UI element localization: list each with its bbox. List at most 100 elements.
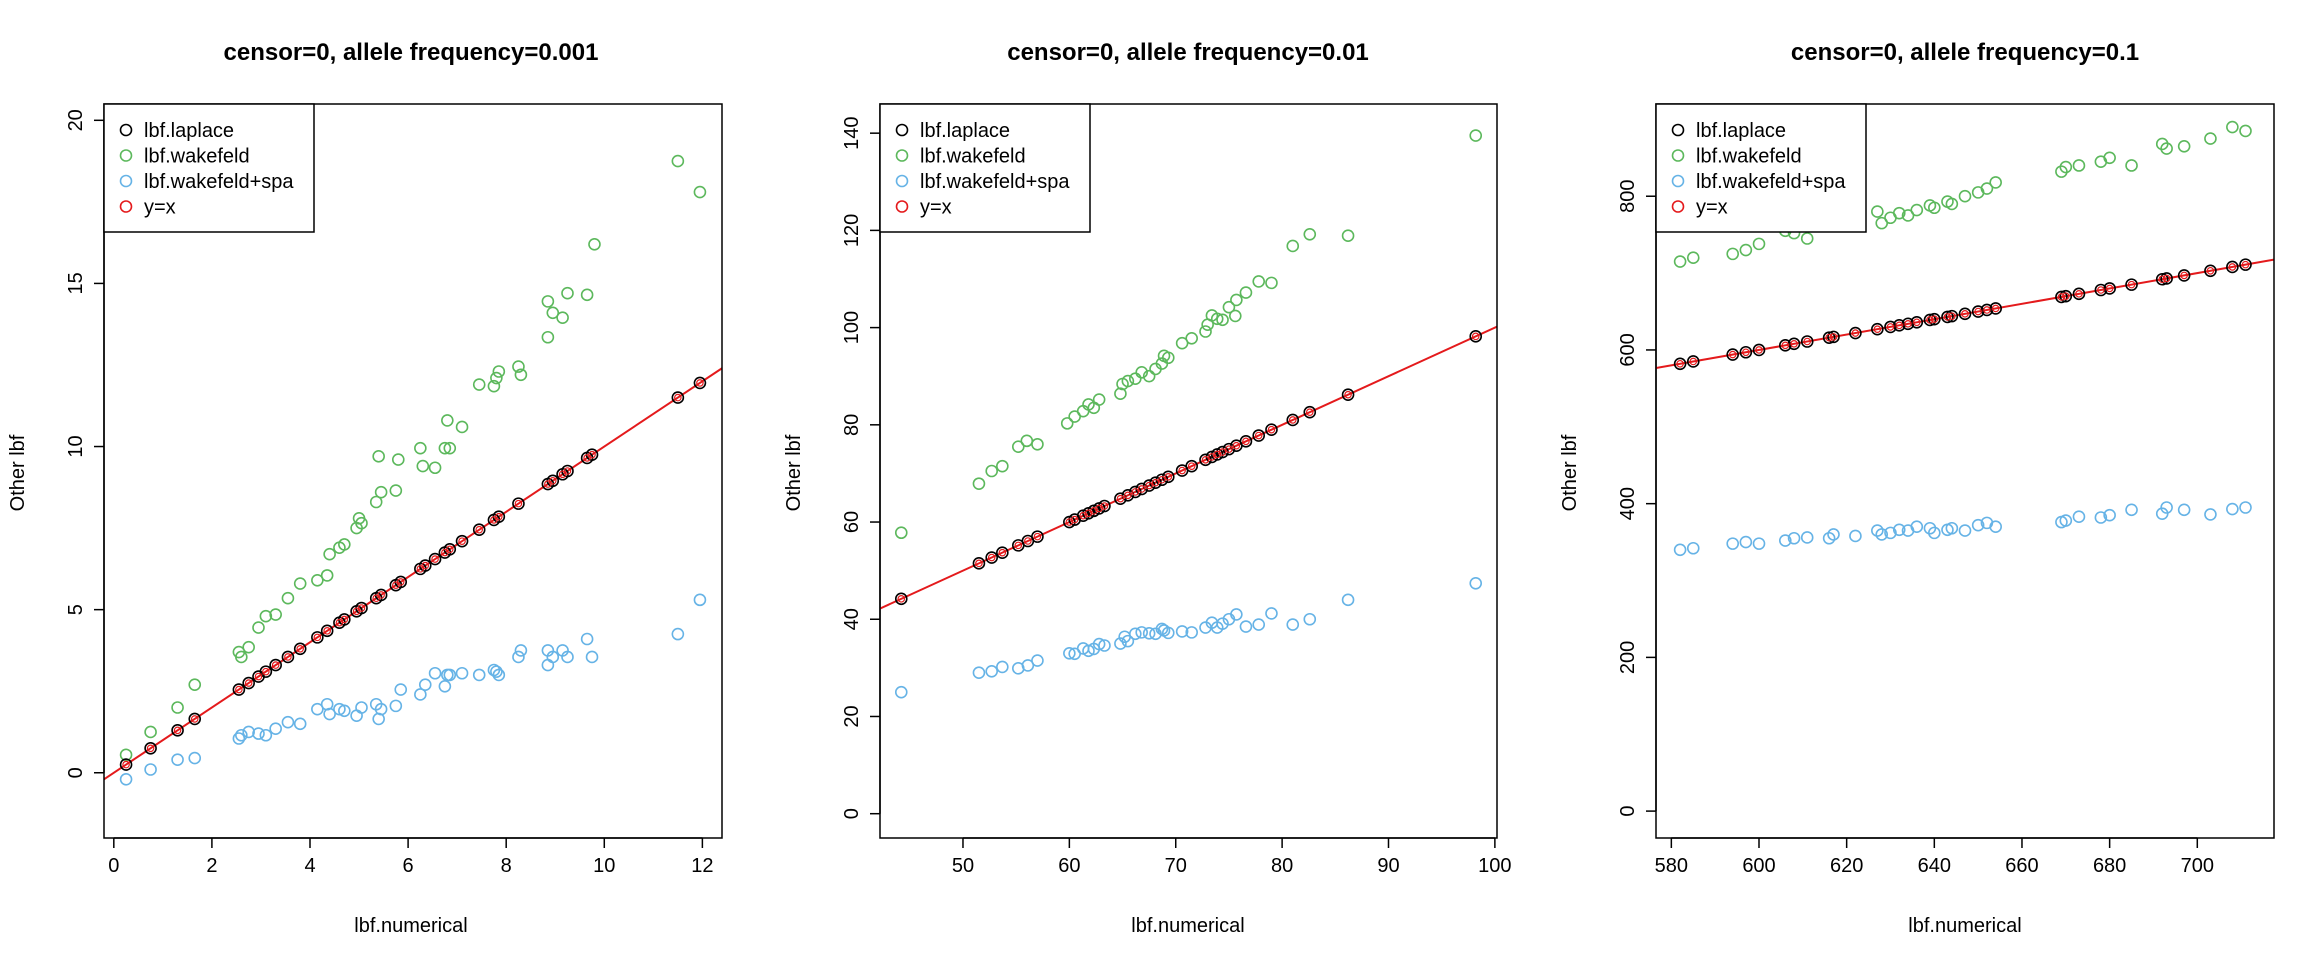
data-point [232, 683, 246, 696]
data-point [1116, 494, 1125, 503]
y-tick-label: 400 [1617, 487, 1639, 520]
data-point [996, 660, 1009, 674]
data-point [252, 727, 265, 740]
data-point [472, 668, 486, 682]
data-point [2059, 289, 2073, 303]
data-point [1131, 488, 1140, 496]
data-point [512, 497, 525, 510]
data-point [443, 441, 457, 455]
data-point [1303, 405, 1317, 419]
data-point [389, 484, 403, 497]
data-point [1673, 357, 1687, 371]
data-point [1341, 593, 1355, 607]
data-point [671, 627, 685, 641]
data-point [1303, 612, 1317, 626]
data-point [985, 464, 998, 478]
series-overlay-y-equals-x [897, 332, 1480, 603]
data-point [1739, 345, 1753, 359]
data-point [546, 650, 560, 664]
data-point [2105, 284, 2114, 293]
data-point [323, 707, 336, 721]
data-point [1142, 369, 1156, 383]
data-point [1941, 310, 1954, 324]
data-point [188, 712, 202, 726]
data-point [588, 450, 596, 459]
legend-marker [119, 123, 133, 137]
x-axis-label: lbf.numerical [1908, 915, 2021, 937]
data-point [1989, 520, 2002, 534]
y-axis-label: Other lbf [7, 434, 29, 511]
data-point [1341, 229, 1355, 243]
x-tick-label: 60 [1058, 855, 1080, 877]
x-tick-label: 100 [1478, 855, 1511, 877]
y-tick-label: 120 [841, 214, 863, 247]
data-point [438, 680, 452, 693]
data-point [350, 709, 363, 722]
data-point [394, 683, 408, 696]
data-point [1904, 320, 1912, 328]
series-lbf-wakefeld [894, 129, 1483, 540]
data-point [173, 726, 182, 735]
data-point [1185, 459, 1198, 473]
data-point [1121, 374, 1135, 388]
data-point [1239, 286, 1253, 299]
data-point [235, 650, 248, 664]
data-point [972, 666, 986, 680]
data-point [269, 608, 282, 621]
data-point [1980, 182, 1994, 195]
data-point [2155, 272, 2169, 286]
data-point [490, 371, 503, 385]
data-point [242, 676, 255, 690]
data-point [1871, 524, 1884, 537]
data-point [561, 286, 574, 300]
data-point [2204, 264, 2217, 278]
data-point [259, 665, 273, 678]
data-point [171, 701, 184, 714]
legend-label: lbf.wakefeld [144, 146, 250, 168]
data-point [1739, 243, 1753, 257]
data-point [1961, 310, 1969, 318]
data-point [1825, 333, 1833, 342]
data-point [1265, 423, 1278, 436]
data-point [1021, 659, 1035, 672]
data-point [416, 459, 430, 473]
chart-panel-3: censor=0, allele frequency=0.1 lbf.numer… [1559, 39, 2275, 937]
x-tick-label: 50 [952, 855, 974, 877]
y-axis-label: Other lbf [783, 434, 805, 511]
x-axis-label: lbf.numerical [354, 915, 467, 937]
data-point [546, 306, 560, 320]
data-point [975, 559, 983, 568]
data-point [254, 672, 263, 681]
data-point [443, 668, 457, 682]
data-point [1728, 350, 1737, 359]
data-point [1851, 329, 1860, 337]
legend-marker [1671, 149, 1685, 162]
legend-label: lbf.laplace [920, 120, 1010, 142]
data-point [1822, 531, 1836, 545]
data-point [1341, 388, 1355, 401]
data-point [548, 476, 557, 485]
data-point [2125, 503, 2138, 517]
y-tick-label: 80 [841, 414, 863, 436]
data-point [1781, 341, 1790, 350]
legend-marker [119, 149, 133, 162]
data-point [2160, 142, 2173, 155]
data-point [1185, 626, 1198, 639]
data-point [1827, 528, 1840, 541]
data-point [2055, 165, 2068, 178]
data-point [455, 666, 469, 680]
data-point [1265, 607, 1278, 620]
data-point [1155, 622, 1169, 636]
x-tick-label: 620 [1830, 855, 1863, 877]
data-point [1230, 608, 1243, 621]
data-point [281, 650, 295, 664]
data-point [1928, 201, 1941, 215]
data-point [2072, 159, 2086, 172]
data-point [1930, 315, 1939, 324]
data-point [1945, 197, 1959, 211]
data-point [2239, 258, 2252, 271]
x-tick-label: 90 [1377, 855, 1399, 877]
legend-marker [895, 149, 909, 162]
data-point [1849, 529, 1862, 543]
data-point [2204, 508, 2217, 521]
